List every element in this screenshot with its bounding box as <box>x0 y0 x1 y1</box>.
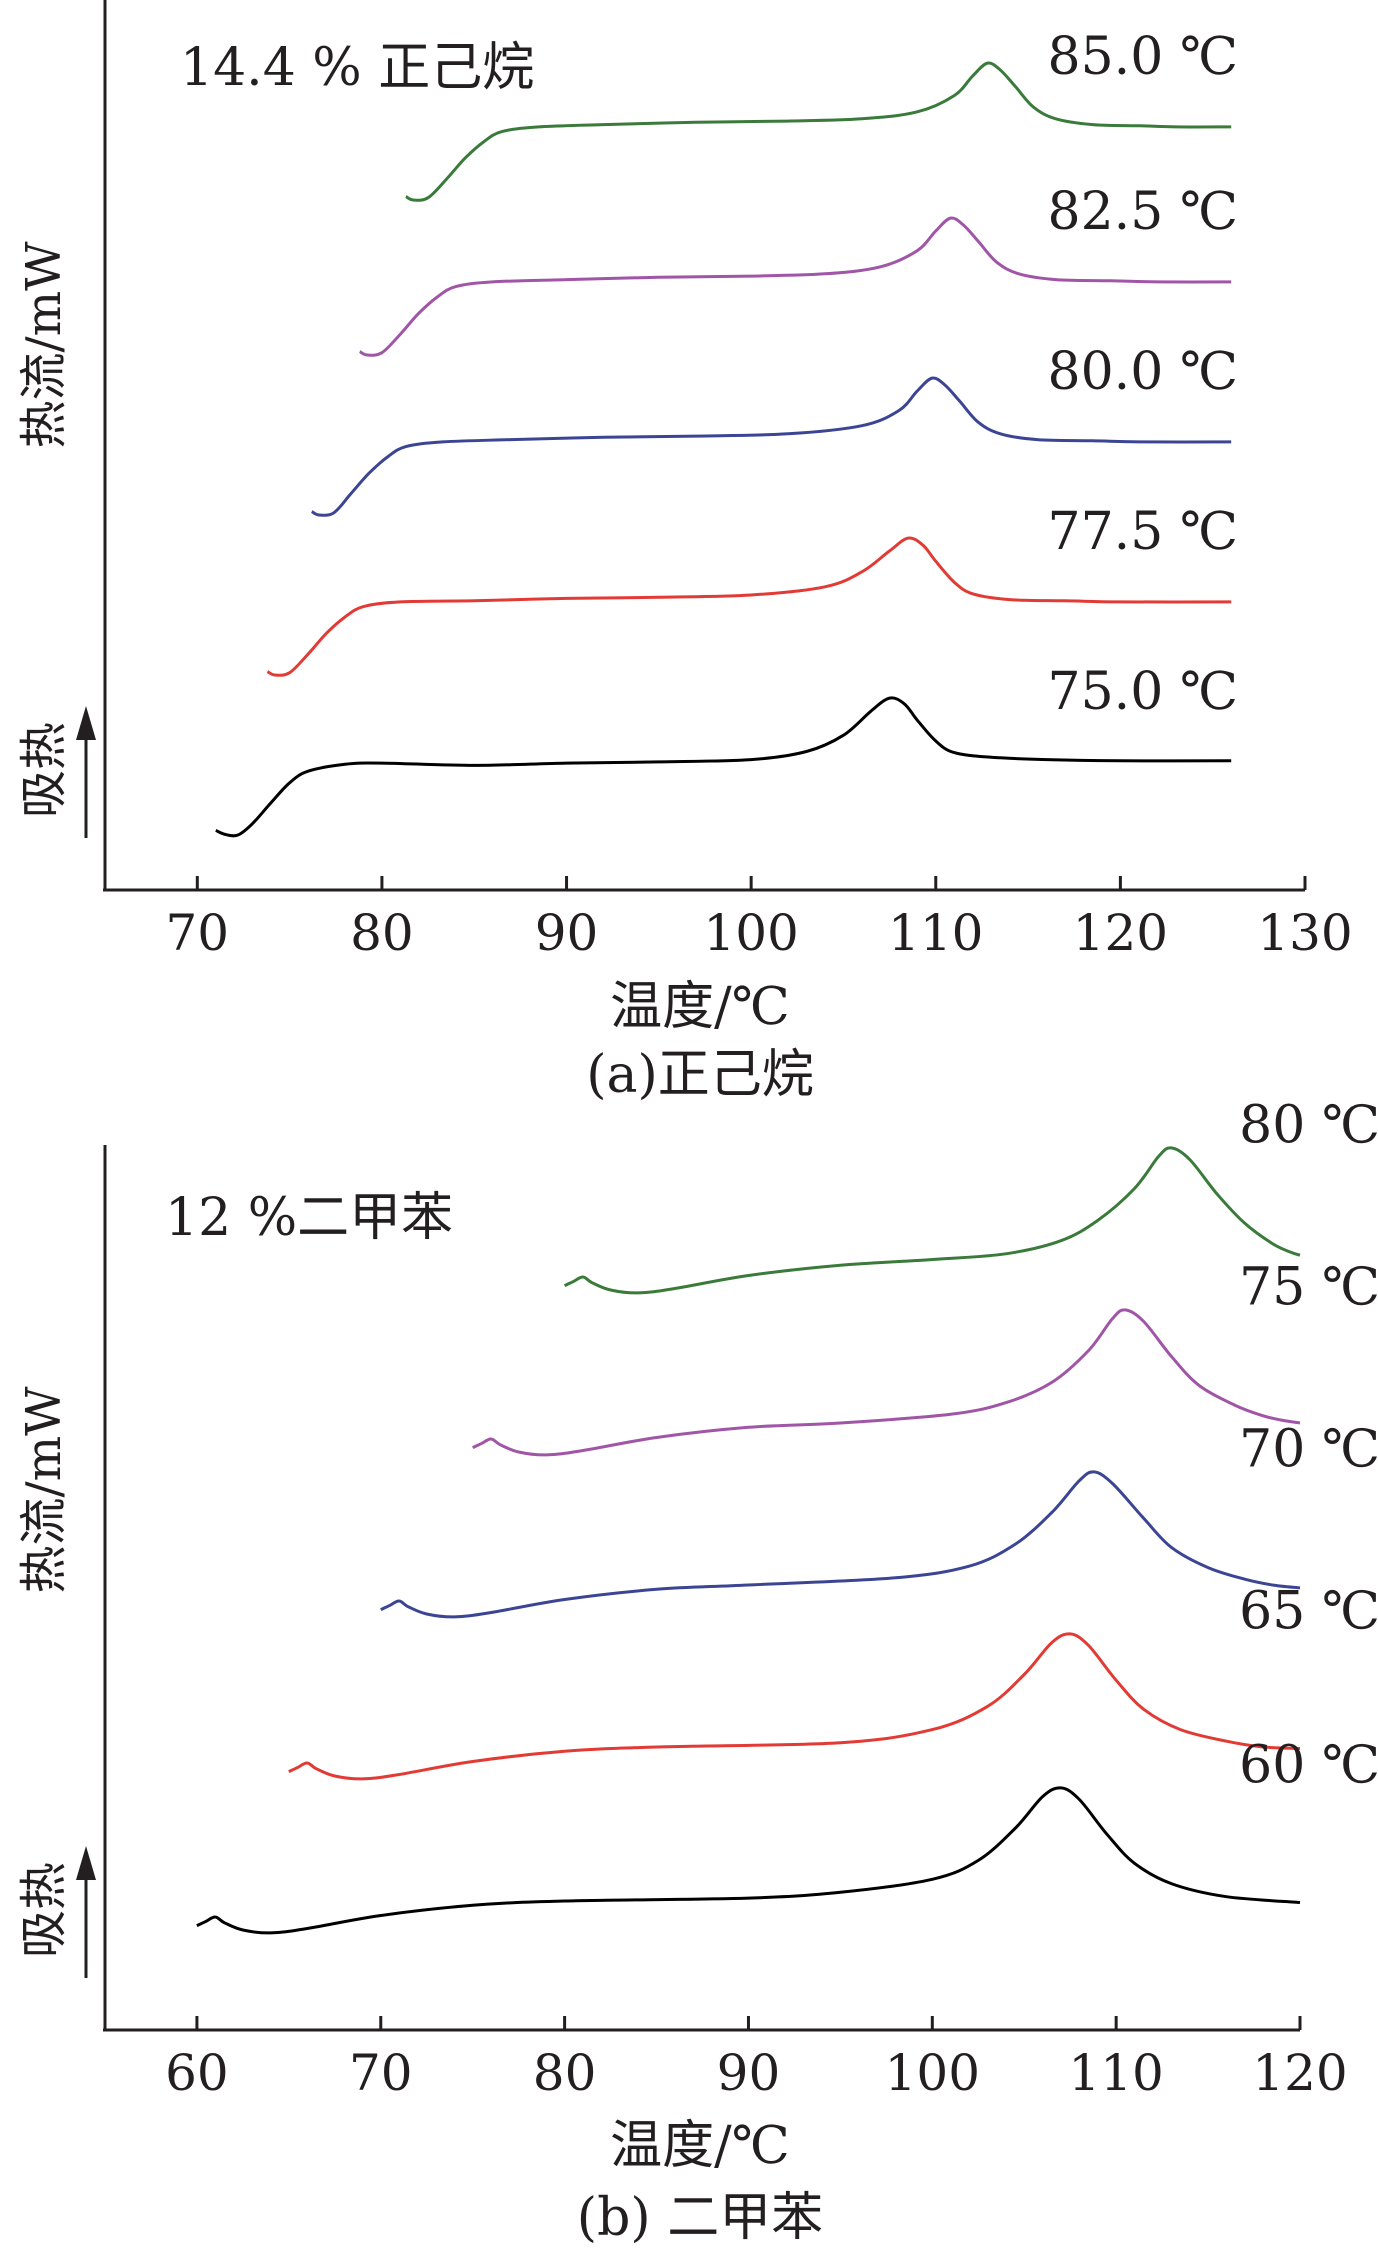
series-line-b-0 <box>196 1786 1301 1935</box>
x-axis-label-b: 温度/℃ <box>610 2116 790 2176</box>
series-label-a-2: 80.0 ℃ <box>1048 342 1238 402</box>
x-axis-label-a: 温度/℃ <box>610 977 790 1037</box>
series-label-a-1: 77.5 ℃ <box>1048 502 1238 562</box>
endothermic-arrowhead-b <box>76 1846 96 1880</box>
x-tick-label-a-5: 120 <box>1073 904 1168 962</box>
annotation-b: 12 %二甲苯 <box>165 1188 453 1248</box>
x-tick-label-a-1: 80 <box>350 904 414 962</box>
series-lines-a <box>215 61 1232 838</box>
x-tick-label-b-3: 90 <box>717 2044 781 2102</box>
x-tick-label-b-5: 110 <box>1068 2044 1163 2102</box>
series-line-a-0 <box>215 696 1232 838</box>
series-label-b-1: 65 ℃ <box>1239 1582 1378 1642</box>
series-lines-b <box>196 1146 1301 1935</box>
x-tick-label-b-4: 100 <box>885 2044 980 2102</box>
x-tick-label-b-2: 80 <box>533 2044 597 2102</box>
series-labels-a: 75.0 ℃ 77.5 ℃ 80.0 ℃ 82.5 ℃ 85.0 ℃ <box>1048 27 1238 722</box>
panel-a-hexane: 70 80 90 100 110 120 130 75.0 ℃ 77.5 ℃ 80.0 ℃ 82.… <box>16 0 1353 1105</box>
annotation-a: 14.4 % 正己烷 <box>180 38 534 98</box>
x-tick-label-a-0: 70 <box>165 904 229 962</box>
series-label-b-3: 75 ℃ <box>1239 1258 1378 1318</box>
endothermic-arrowhead-a <box>76 706 96 740</box>
endothermic-label-b: 吸热 <box>16 1862 72 1958</box>
series-line-b-4 <box>563 1146 1301 1295</box>
y-axis-label-a: 热流/mW <box>16 241 72 449</box>
caption-a: (a)正己烷 <box>586 1045 814 1105</box>
x-tick-label-a-4: 110 <box>888 904 983 962</box>
series-label-b-0: 60 ℃ <box>1239 1736 1378 1796</box>
series-label-a-3: 82.5 ℃ <box>1048 182 1238 242</box>
series-label-b-4: 80 ℃ <box>1239 1096 1378 1156</box>
x-tick-label-a-3: 100 <box>703 904 798 962</box>
x-ticks-b: 60 70 80 90 100 110 120 <box>165 2016 1348 2102</box>
x-tick-label-b-1: 70 <box>349 2044 413 2102</box>
series-label-a-4: 85.0 ℃ <box>1048 27 1238 87</box>
series-line-a-4 <box>405 61 1232 202</box>
x-tick-label-b-6: 120 <box>1252 2044 1347 2102</box>
series-line-b-1 <box>288 1632 1301 1781</box>
caption-b: (b) 二甲苯 <box>577 2188 823 2248</box>
series-line-b-2 <box>380 1470 1301 1619</box>
series-line-a-1 <box>266 536 1232 677</box>
endothermic-label-a: 吸热 <box>16 722 72 818</box>
series-label-b-2: 70 ℃ <box>1239 1420 1378 1480</box>
y-axis-label-b: 热流/mW <box>16 1386 72 1594</box>
x-ticks-a: 70 80 90 100 110 120 130 <box>165 876 1353 962</box>
series-line-b-3 <box>471 1308 1301 1457</box>
series-line-a-2 <box>311 376 1232 517</box>
x-tick-label-a-2: 90 <box>535 904 599 962</box>
series-labels-b: 60 ℃ 65 ℃ 70 ℃ 75 ℃ 80 ℃ <box>1239 1096 1378 1796</box>
panel-b-xylene: 60 70 80 90 100 110 120 60 ℃ 65 ℃ 70 ℃ 75 ℃ 80 ℃ 1… <box>16 1096 1378 2248</box>
series-line-a-3 <box>359 216 1232 357</box>
x-tick-label-a-6: 130 <box>1257 904 1352 962</box>
series-label-a-0: 75.0 ℃ <box>1048 662 1238 722</box>
x-tick-label-b-0: 60 <box>165 2044 229 2102</box>
